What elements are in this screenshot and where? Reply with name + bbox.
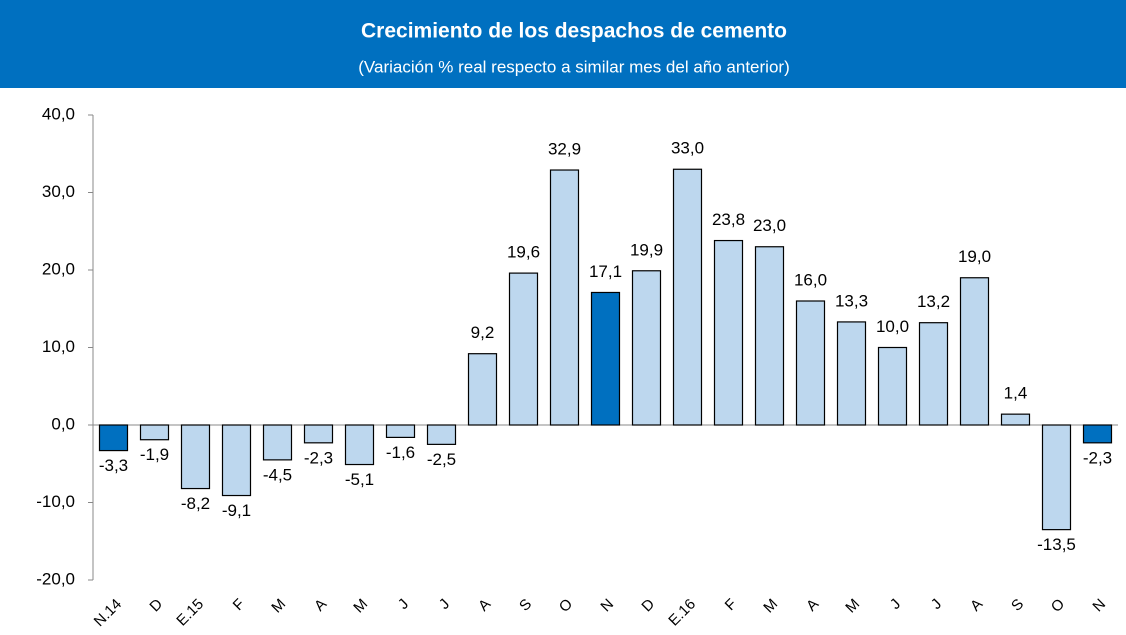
x-tick-label: A [967,596,986,615]
y-tick-label: 10,0 [42,337,75,356]
bar [426,424,457,445]
x-tick-label: O [1048,596,1068,616]
x-tick-label: F [230,596,249,615]
bar [631,270,662,426]
x-tick-label: E.16 [665,596,699,630]
bar [1041,424,1072,531]
y-tick-label: 0,0 [51,414,75,433]
x-tick-label: J [436,596,453,613]
x-tick-label: M [350,596,371,617]
value-label: -4,5 [263,465,292,484]
value-label: -1,6 [386,443,415,462]
bar [590,291,621,426]
value-label: -8,2 [181,494,210,513]
value-label: 13,2 [917,292,950,311]
bar [139,424,170,441]
x-tick-label: D [146,596,166,616]
x-tick-label: D [638,596,658,616]
bar [713,239,744,426]
y-tick-label: 20,0 [42,259,75,278]
x-tick-label: O [556,596,576,616]
header-band [0,0,1126,88]
bar [918,322,949,426]
value-label: 9,2 [471,323,495,342]
x-tick-label: S [1008,596,1027,615]
x-tick-label: M [268,596,289,617]
x-tick-label: S [516,596,535,615]
x-tick-label: N [597,596,617,616]
value-label: -3,3 [99,456,128,475]
x-tick-label: A [475,596,494,615]
value-label: 17,1 [589,262,622,281]
bar [344,424,375,466]
y-tick-label: 40,0 [42,104,75,123]
bar [262,424,293,461]
bar [877,346,908,426]
value-label: -2,3 [1083,448,1112,467]
bar [672,168,703,426]
y-tick-label: -10,0 [36,492,75,511]
bar [98,424,129,452]
bar [959,277,990,426]
value-label: 19,0 [958,247,991,266]
bar [221,424,252,497]
value-label: 33,0 [671,139,704,158]
bar [836,321,867,426]
chart-subtitle: (Variación % real respecto a similar mes… [358,57,789,76]
x-tick-label: N [1089,596,1109,616]
value-label: -13,5 [1037,535,1076,554]
x-tick-label: A [803,596,822,615]
bar [1000,413,1031,426]
bar [1082,424,1113,444]
bar [467,353,498,426]
value-label: 23,0 [753,216,786,235]
bar [303,424,334,444]
bar [795,300,826,426]
value-label: 23,8 [712,210,745,229]
value-label: 1,4 [1004,384,1028,403]
x-tick-label: E.15 [173,596,207,630]
x-tick-label: A [311,596,330,615]
x-tick-label: M [842,596,863,617]
value-label: -2,3 [304,448,333,467]
value-label: 16,0 [794,270,827,289]
bar [385,424,416,438]
bar [754,246,785,426]
value-label: -2,5 [427,450,456,469]
value-label: -1,9 [140,445,169,464]
y-tick-label: 30,0 [42,182,75,201]
value-label: 19,9 [630,240,663,259]
x-tick-label: J [395,596,412,613]
value-label: 10,0 [876,317,909,336]
value-label: -9,1 [222,501,251,520]
value-label: 13,3 [835,291,868,310]
value-label: 32,9 [548,140,581,159]
value-label: -5,1 [345,470,374,489]
x-tick-label: N.14 [91,596,125,630]
x-tick-label: J [887,596,904,613]
bar [549,169,580,426]
x-tick-label: J [928,596,945,613]
y-tick-label: -20,0 [36,569,75,588]
chart-title: Crecimiento de los despachos de cemento [361,20,787,43]
bar [508,272,539,426]
x-tick-label: F [722,596,741,615]
bar [180,424,211,490]
value-label: 19,6 [507,243,540,262]
x-tick-label: M [760,596,781,617]
